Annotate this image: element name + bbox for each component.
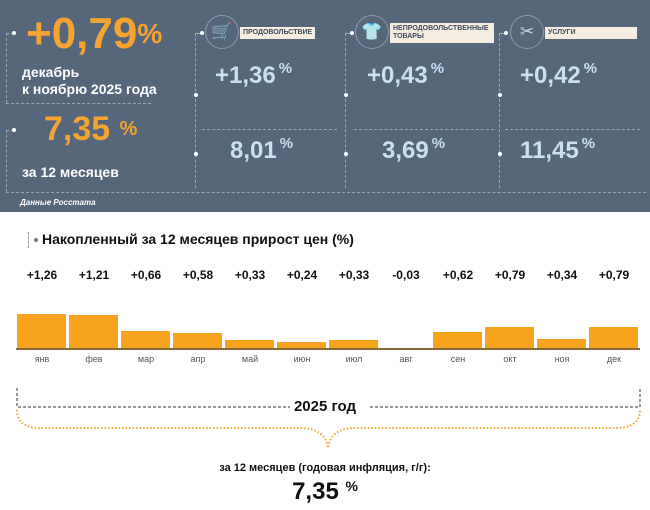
data-label: -0,03 — [392, 268, 420, 282]
bar-сен — [433, 331, 482, 349]
bar-фев — [69, 315, 118, 349]
monthly-caption-period: к ноябрю 2025 года — [22, 81, 157, 97]
monthly-caption-month: декабрь — [22, 64, 80, 80]
month-label: мар — [137, 354, 155, 364]
category-label: ПРОДОВОЛЬСТВИЕ — [240, 27, 316, 39]
data-label: +0,62 — [442, 268, 474, 282]
category-monthly: +0,43% — [367, 60, 445, 90]
percent-sign: % — [119, 118, 138, 140]
summary-panel: +0,79% декабрь к ноябрю 2025 года 7,35 %… — [0, 0, 650, 212]
category-label: НЕПРОДОВОЛЬСТВЕННЫЕ ТОВАРЫ — [390, 23, 494, 43]
data-source: Данные Росстата — [20, 198, 96, 207]
bar-дек — [589, 326, 638, 349]
percent-sign: % — [279, 135, 294, 152]
month-label: авг — [399, 354, 413, 364]
month-label: сен — [450, 354, 466, 364]
annual-inflation-value: 7,35 — [44, 110, 111, 148]
value: 3,69 — [382, 137, 429, 164]
shopping-cart-icon: 🛒 — [205, 15, 239, 49]
clothing-icon: 👕 — [355, 15, 389, 49]
bar-июн — [277, 342, 326, 349]
month-label: июл — [345, 354, 363, 364]
bar-апр — [173, 332, 222, 349]
value: 11,45 — [520, 137, 579, 164]
percent-sign: % — [345, 478, 358, 494]
data-label: +1,26 — [26, 268, 58, 282]
annual-caption: за 12 месяцев — [22, 164, 119, 180]
bar-ноя — [537, 339, 586, 349]
bar-янв — [17, 313, 66, 349]
percent-sign: % — [583, 60, 598, 77]
data-label: +0,34 — [546, 268, 578, 282]
year-label: 2025 год — [293, 398, 357, 415]
data-label: +0,79 — [598, 268, 630, 282]
chart-baseline — [16, 348, 640, 350]
percent-sign: % — [431, 135, 446, 152]
data-label: +0,24 — [286, 268, 318, 282]
data-label: +1,21 — [78, 268, 110, 282]
bar-окт — [485, 326, 534, 349]
annual-inflation-total: 7,35 % — [0, 478, 650, 506]
year-brace — [16, 388, 641, 449]
annual-inflation-caption: за 12 месяцев (годовая инфляция, г/г): — [219, 462, 431, 474]
percent-sign: % — [278, 60, 293, 77]
month-label: май — [241, 354, 259, 364]
month-label: янв — [34, 354, 50, 364]
category-annual: 8,01% — [230, 135, 294, 165]
category-annual: 3,69% — [382, 135, 446, 165]
value: 7,35 — [292, 478, 339, 505]
value: +0,43 — [367, 62, 428, 89]
data-label: +0,33 — [234, 268, 266, 282]
value: +1,36 — [215, 62, 276, 89]
month-label: апр — [190, 354, 206, 364]
monthly-inflation: +0,79% — [26, 10, 162, 58]
scissors-icon: ✂ — [510, 15, 544, 49]
chart-title: Накопленный за 12 месяцев прирост цен (%… — [42, 231, 354, 247]
percent-sign: % — [430, 60, 445, 77]
data-label: +0,79 — [494, 268, 526, 282]
value: +0,42 — [520, 62, 581, 89]
month-label: фев — [85, 354, 103, 364]
data-label: +0,33 — [338, 268, 370, 282]
category-monthly: +0,42% — [520, 60, 598, 90]
monthly-inflation-value: +0,79 — [26, 9, 138, 58]
bar-июл — [329, 339, 378, 349]
category-monthly: +1,36% — [215, 60, 293, 90]
value: 8,01 — [230, 137, 277, 164]
month-label: ноя — [554, 354, 570, 364]
percent-sign: % — [137, 18, 163, 49]
percent-sign: % — [581, 135, 596, 152]
annual-inflation: 7,35 % — [44, 110, 137, 148]
data-label: +0,58 — [182, 268, 214, 282]
month-label: окт — [503, 354, 517, 364]
data-label: +0,66 — [130, 268, 162, 282]
bar-май — [225, 339, 274, 349]
month-label: июн — [293, 354, 311, 364]
category-label: УСЛУГИ — [545, 27, 637, 39]
category-annual: 11,45% — [520, 135, 596, 165]
bar-мар — [121, 330, 170, 349]
month-label: дек — [606, 354, 622, 364]
